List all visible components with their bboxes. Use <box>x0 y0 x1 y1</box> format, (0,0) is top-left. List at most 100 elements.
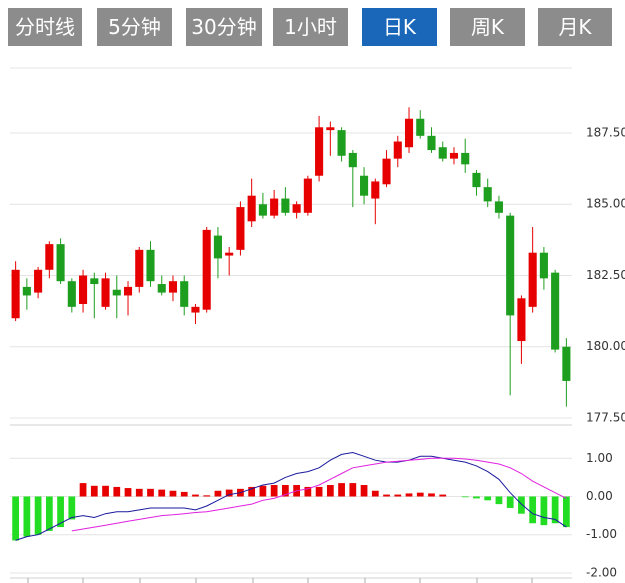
candle-body <box>292 204 301 213</box>
y-tick-label: 187.50 <box>586 125 625 139</box>
macd-bar <box>461 496 469 498</box>
candle-body <box>438 147 447 159</box>
candle-body <box>472 172 481 188</box>
candle-body <box>258 204 267 216</box>
period-tab[interactable]: 30分钟 <box>186 8 262 46</box>
macd-bar <box>282 485 289 497</box>
macd-line <box>15 451 567 541</box>
macd-bar <box>12 496 19 541</box>
period-tab[interactable]: 分时线 <box>8 8 82 46</box>
candle-body <box>123 286 133 296</box>
y-tick-label: 177.50 <box>586 411 625 425</box>
macd-bar <box>349 483 357 497</box>
macd-bar <box>180 491 188 497</box>
y-tick-label: 0.00 <box>586 489 613 503</box>
macd-bar <box>135 488 143 497</box>
period-tab[interactable]: 日K <box>362 8 437 46</box>
candle-body <box>382 158 391 185</box>
candle-body <box>303 178 312 213</box>
macd-bar <box>169 490 177 497</box>
candle-body <box>225 252 234 256</box>
candle-body <box>146 249 155 282</box>
candle-body <box>360 175 369 196</box>
y-tick-label: 180.00 <box>586 339 625 353</box>
macd-bar <box>518 496 525 514</box>
candle-body <box>393 141 402 159</box>
candle-body <box>371 181 380 199</box>
candle-body <box>45 244 54 270</box>
macd-bar <box>270 485 278 497</box>
candle-body <box>483 187 492 202</box>
macd-bar <box>540 496 548 526</box>
y-tick-label: 185.00 <box>586 197 625 211</box>
macd-bar <box>405 493 413 497</box>
y-tick-label: 1.00 <box>586 451 613 465</box>
candle-body <box>168 281 178 293</box>
candle-body <box>157 284 166 293</box>
candle-body <box>337 130 346 156</box>
macd-bar <box>79 483 87 497</box>
macd-bar <box>315 486 323 497</box>
macd-bar <box>147 488 154 497</box>
candle-body <box>404 118 414 148</box>
candle-body <box>180 281 189 307</box>
candle-body <box>135 249 144 287</box>
candle-body <box>236 207 245 250</box>
candle-body <box>449 152 459 159</box>
candle-body <box>315 127 324 176</box>
candle-body <box>427 135 436 151</box>
macd-bar <box>124 488 132 497</box>
candle-body <box>112 289 121 296</box>
candle-body <box>67 281 76 307</box>
candle-body <box>539 252 548 279</box>
macd-bar <box>34 496 42 535</box>
macd-bar <box>383 494 390 497</box>
macd-bar <box>338 483 345 497</box>
period-tab[interactable]: 周K <box>450 8 525 46</box>
candle-body <box>56 244 65 282</box>
candle-body <box>270 198 279 216</box>
candle-body <box>506 215 515 316</box>
macd-line <box>71 457 567 532</box>
macd-bar <box>203 495 211 497</box>
candle-body <box>191 306 200 313</box>
macd-bar <box>484 496 492 501</box>
x-axis-ticks <box>27 578 533 583</box>
candle-body <box>326 127 335 131</box>
macd-bar <box>68 496 76 520</box>
macd-bar <box>428 493 435 497</box>
macd-bar <box>45 496 53 531</box>
candle-body <box>348 152 357 168</box>
macd-bar <box>506 496 514 508</box>
macd-bar <box>473 496 480 499</box>
candle-body <box>551 272 560 350</box>
macd-bar <box>495 496 503 505</box>
macd-bar <box>439 494 447 497</box>
candle-body <box>90 278 99 285</box>
candle-body <box>22 286 31 296</box>
macd-bar <box>563 496 570 528</box>
macd-bar <box>192 494 199 497</box>
macd-bar <box>102 485 109 497</box>
candle-body <box>34 269 43 293</box>
candle-body <box>101 278 110 307</box>
y-tick-label: -2.00 <box>586 565 617 579</box>
candle-body <box>494 201 503 213</box>
macd-bar <box>529 496 537 524</box>
candle-body <box>11 269 20 319</box>
candle-body <box>202 229 211 310</box>
candle-body <box>562 346 571 381</box>
macd-bar <box>90 485 98 497</box>
period-tab[interactable]: 1小时 <box>273 8 348 46</box>
candle-body <box>517 298 526 342</box>
period-tab[interactable]: 5分钟 <box>97 8 172 46</box>
candle-body <box>281 198 290 213</box>
macd-bar <box>113 486 121 497</box>
macd-bar <box>225 489 233 497</box>
period-tab[interactable]: 月K <box>538 8 612 46</box>
macd-bar <box>551 496 559 524</box>
y-tick-label: 182.50 <box>586 268 625 282</box>
macd-bar <box>360 485 368 497</box>
